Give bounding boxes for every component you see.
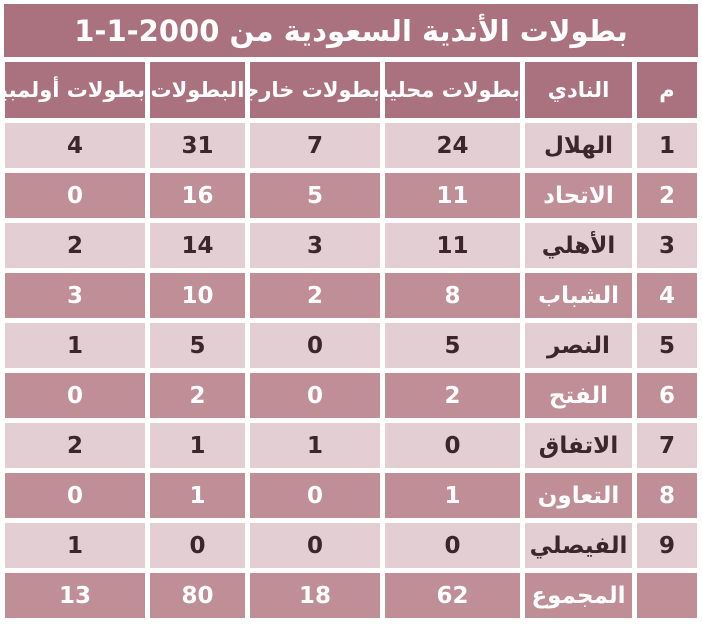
table-row: 1 الهلال 24 7 31 4 — [5, 123, 697, 168]
table-header: م النادي بطولات محلية بطولات خارجية البط… — [5, 62, 697, 118]
cell-domestic: 2 — [385, 373, 520, 418]
cell-rank: 8 — [637, 473, 697, 518]
cell-rank: 3 — [637, 223, 697, 268]
cell-rank: 5 — [637, 323, 697, 368]
cell-domestic: 5 — [385, 323, 520, 368]
cell-club: الفيصلي — [525, 523, 632, 568]
table-row: 7 الاتفاق 0 1 1 2 — [5, 423, 697, 468]
cell-club: النصر — [525, 323, 632, 368]
total-row: المجموع 62 18 80 13 — [5, 573, 697, 618]
column-header-club: النادي — [525, 62, 632, 118]
cell-rank: 9 — [637, 523, 697, 568]
cell-total: 1 — [150, 473, 245, 518]
cell-domestic: 11 — [385, 173, 520, 218]
table-row: 3 الأهلي 11 3 14 2 — [5, 223, 697, 268]
cell-rank: 2 — [637, 173, 697, 218]
cell-club: الهلال — [525, 123, 632, 168]
cell-olympic: 4 — [5, 123, 145, 168]
cell-domestic: 8 — [385, 273, 520, 318]
cell-external: 0 — [250, 473, 380, 518]
cell-club: الفتح — [525, 373, 632, 418]
cell-olympic: 2 — [5, 423, 145, 468]
cell-external: 0 — [250, 323, 380, 368]
cell-domestic: 0 — [385, 523, 520, 568]
cell-external: 7 — [250, 123, 380, 168]
cell-rank: 7 — [637, 423, 697, 468]
table-row: 5 النصر 5 0 5 1 — [5, 323, 697, 368]
cell-olympic: 2 — [5, 223, 145, 268]
column-header-external: بطولات خارجية — [250, 62, 380, 118]
cell-rank: 4 — [637, 273, 697, 318]
column-header-domestic: بطولات محلية — [385, 62, 520, 118]
cell-external: 0 — [250, 373, 380, 418]
table-row: 2 الاتحاد 11 5 16 0 — [5, 173, 697, 218]
cell-rank: 1 — [637, 123, 697, 168]
cell-club: الأهلي — [525, 223, 632, 268]
cell-rank: 6 — [637, 373, 697, 418]
cell-olympic: 0 — [5, 173, 145, 218]
cell-total: 5 — [150, 323, 245, 368]
cell-club: الاتفاق — [525, 423, 632, 468]
cell-domestic: 1 — [385, 473, 520, 518]
table-row: 9 الفيصلي 0 0 0 1 — [5, 523, 697, 568]
cell-total: 31 — [150, 123, 245, 168]
cell-external: 18 — [250, 573, 380, 618]
cell-club: الشباب — [525, 273, 632, 318]
page-title: بطولات الأندية السعودية من 2000-1-1 — [4, 4, 698, 57]
cell-domestic: 62 — [385, 573, 520, 618]
cell-olympic: 13 — [5, 573, 145, 618]
cell-club: الاتحاد — [525, 173, 632, 218]
cell-external: 3 — [250, 223, 380, 268]
cell-external: 0 — [250, 523, 380, 568]
cell-total: 0 — [150, 523, 245, 568]
table-row: 4 الشباب 8 2 10 3 — [5, 273, 697, 318]
cell-club: المجموع — [525, 573, 632, 618]
column-header-olympic: بطولات أولمبية — [5, 62, 145, 118]
cell-domestic: 24 — [385, 123, 520, 168]
cell-rank — [637, 573, 697, 618]
cell-domestic: 11 — [385, 223, 520, 268]
cell-external: 5 — [250, 173, 380, 218]
header-row: م النادي بطولات محلية بطولات خارجية البط… — [5, 62, 697, 118]
cell-olympic: 0 — [5, 473, 145, 518]
cell-external: 1 — [250, 423, 380, 468]
table-body: 1 الهلال 24 7 31 4 2 الاتحاد 11 5 16 0 3 الأهلي 11 3 14 2… — [5, 123, 697, 618]
cell-external: 2 — [250, 273, 380, 318]
cell-total: 10 — [150, 273, 245, 318]
cell-total: 1 — [150, 423, 245, 468]
cell-total: 16 — [150, 173, 245, 218]
cell-club: التعاون — [525, 473, 632, 518]
cell-olympic: 3 — [5, 273, 145, 318]
column-header-total: البطولات — [150, 62, 245, 118]
championships-table: م النادي بطولات محلية بطولات خارجية البط… — [0, 57, 702, 623]
cell-total: 2 — [150, 373, 245, 418]
cell-olympic: 1 — [5, 323, 145, 368]
table-row: 6 الفتح 2 0 2 0 — [5, 373, 697, 418]
column-header-rank: م — [637, 62, 697, 118]
cell-total: 80 — [150, 573, 245, 618]
cell-olympic: 1 — [5, 523, 145, 568]
cell-domestic: 0 — [385, 423, 520, 468]
table-row: 8 التعاون 1 0 1 0 — [5, 473, 697, 518]
cell-total: 14 — [150, 223, 245, 268]
cell-olympic: 0 — [5, 373, 145, 418]
